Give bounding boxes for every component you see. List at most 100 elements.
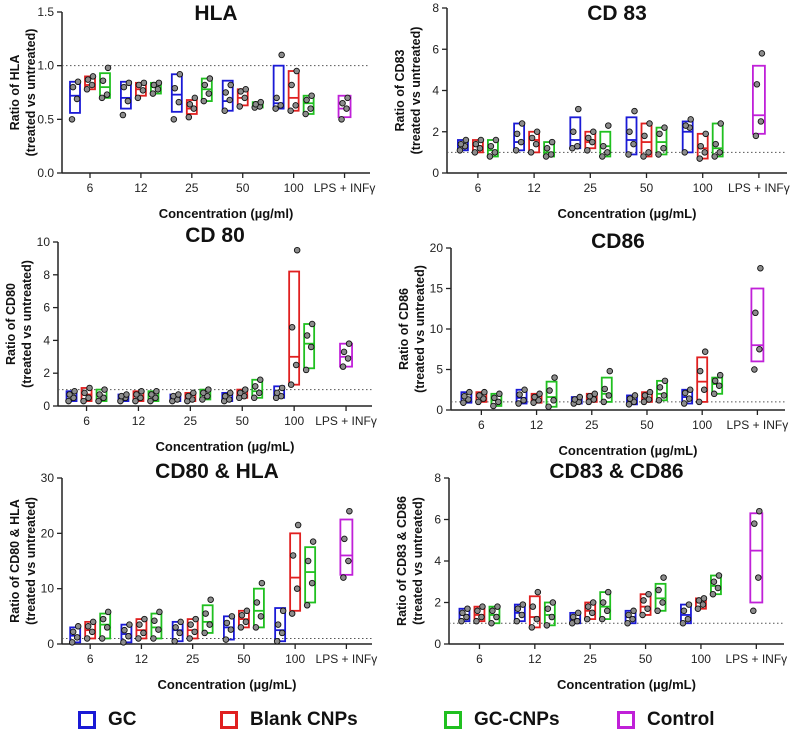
hla-gc-100-point-0 [272,105,279,112]
hla-gc-100-point-2 [273,94,280,102]
cd86-xtick-label-100: 100 [692,418,712,432]
cd80hla-blank-cnps-25-point-2 [187,621,194,628]
cd83-gc-100-point-2 [682,122,689,129]
cd83cd86-gc-cnps-100-point-0 [709,590,717,598]
cd83cd86-blank-cnps-12-point-2 [529,603,537,610]
cd80hla-control-lps-inf-point-2 [341,535,348,543]
cd83cd86-blank-cnps-6-point-2 [474,607,481,615]
cd80-gc-cnps-12-point-0 [147,397,154,405]
cd83cd86-gc-100-point-1 [684,615,692,623]
cd80hla-gc-cnps-100-point-2 [304,557,312,565]
cd83cd86-gc-6-point-1 [463,613,470,621]
cd83cd86-control-lps-inf-point-3 [756,507,763,515]
cd80hla-gc-100-point-2 [274,621,282,628]
cd83-blank-cnps-100-point-3 [702,130,709,138]
cd80hla-ytick-label-2: 20 [41,526,55,540]
hla-blank-cnps-50-point-0 [236,103,243,110]
cd83-gc-12-point-1 [517,138,525,146]
cd83-xtick-label-100: 100 [693,181,713,195]
cd83-gc-cnps-12-point-2 [543,144,551,152]
cd83-gc-cnps-100-point-1 [716,149,723,156]
cd80hla-gc-100-point-3 [279,607,287,615]
cd83cd86-gc-12-point-3 [519,601,527,608]
hla-gc-cnps-100-point-2 [303,96,310,104]
cd83-gc-cnps-6-point-0 [486,153,494,160]
cd86-gc-6-point-0 [460,399,467,406]
cd80-gc-cnps-6-point-3 [101,386,108,393]
legend-item-gc: GC [78,708,137,732]
hla-ytick-label-3: 1.5 [37,5,54,19]
cd83cd86-xtick-label-lps-inf: LPS + INFγ [725,652,787,666]
cd83cd86-gc-100-point-0 [679,620,687,627]
hla-gc-cnps-12-point-1 [154,86,162,93]
hla-gc-cnps-6-point-2 [99,77,107,84]
cd86-blank-cnps-100-point-0 [695,398,703,406]
cd80-gc-cnps-100-point-3 [308,320,316,328]
cd86-gc-cnps-25-point-2 [601,385,609,393]
cd80hla-gc-cnps-12-point-0 [150,635,157,642]
cd80hla-gc-50-point-0 [222,636,230,643]
cd83-gc-100-point-3 [687,116,694,123]
cd86-ytick-label-2: 10 [430,322,444,336]
cd80-blank-cnps-12-point-0 [132,397,139,405]
cd83cd86-gc-6-point-3 [464,605,471,612]
cd80-ylabel-line1: Ratio of CD80 [4,283,18,365]
cd86-blank-cnps-50-point-3 [646,388,654,396]
cd83-xtick-label-25: 25 [584,181,598,195]
cd83-control-lps-inf-point-3 [758,50,766,57]
cd80-blank-cnps-100-point-3 [293,246,301,254]
cd83-blank-cnps-12-point-0 [527,149,535,156]
hla-control-lps-inf-point-3 [344,94,351,102]
cd86-control-lps-inf-point-1 [756,346,763,353]
cd83cd86-gc-12-point-1 [518,611,526,619]
cd80hla-ytick-label-0: 0 [47,637,54,651]
cd83-ytick-label-3: 6 [432,42,439,56]
hla-gc-6-point-2 [69,83,77,91]
cd80-title: CD 80 [185,224,245,247]
cd80hla-blank-cnps-50-point-0 [237,624,245,631]
hla-gc-cnps-25-point-2 [201,81,209,89]
cd83-gc-50-point-1 [630,140,637,148]
cd80-gc-50-point-2 [221,392,229,400]
cd86-title: CD86 [591,230,645,253]
cd80hla-blank-cnps-12-point-0 [135,635,142,642]
legend-label-control: Control [647,709,715,730]
hla-gc-25-point-1 [175,98,183,106]
hla-gc-50-point-2 [222,89,229,96]
hla-gc-6-point-0 [68,116,76,123]
cd83cd86-control-lps-inf-box [749,512,764,604]
cd80-ytick-label-1: 2 [43,366,50,380]
cd83cd86-gc-50-point-0 [624,620,631,627]
cd83-blank-cnps-100-point-0 [696,155,703,162]
hla-gc-50-point-0 [221,107,228,114]
cd80hla-gc-25-point-1 [176,629,183,637]
cd83-ytick-label-4: 8 [432,1,439,15]
cd80-xtick-label-100: 100 [284,414,304,428]
legend-item-control: Control [617,708,715,732]
cd83cd86-ytick-label-4: 8 [434,471,441,485]
hla-xtick-label-50: 50 [236,181,250,195]
hla-gc-100-point-1 [277,102,284,109]
cd80hla-gc-cnps-100-box [304,546,317,604]
cd86-blank-cnps-100-box [696,356,709,403]
cd83-control-lps-inf-point-2 [753,81,761,88]
cd83cd86-gc-cnps-6-point-2 [489,607,496,615]
cd86-blank-cnps-6-point-0 [475,398,482,406]
cd83cd86-gc-cnps-100-point-1 [714,584,722,592]
cd80-ytick-label-2: 4 [43,333,50,347]
cd86-gc-50-point-2 [626,395,634,402]
hla-gc-50-point-1 [226,96,233,104]
cd86-blank-cnps-50-point-0 [640,398,648,406]
cd80hla-control-lps-inf-point-3 [346,507,353,515]
cd86-ylabel-line1: Ratio of CD86 [397,288,411,370]
hla-gc-cnps-25-point-1 [205,90,213,97]
cd83cd86-ylabel-line2: (treated vs untreated) [411,497,425,625]
cd83cd86-gc-cnps-25-point-2 [599,599,607,606]
cd80-ytick-label-0: 0 [43,399,50,413]
cd86-control-lps-inf-point-3 [757,265,764,272]
cd86-gc-cnps-6-point-1 [495,398,502,406]
cd83cd86-gc-cnps-50-point-3 [660,574,667,581]
legend-label-gc-cnps: GC-CNPs [474,709,560,730]
cd86-control-lps-inf-point-0 [751,366,758,373]
